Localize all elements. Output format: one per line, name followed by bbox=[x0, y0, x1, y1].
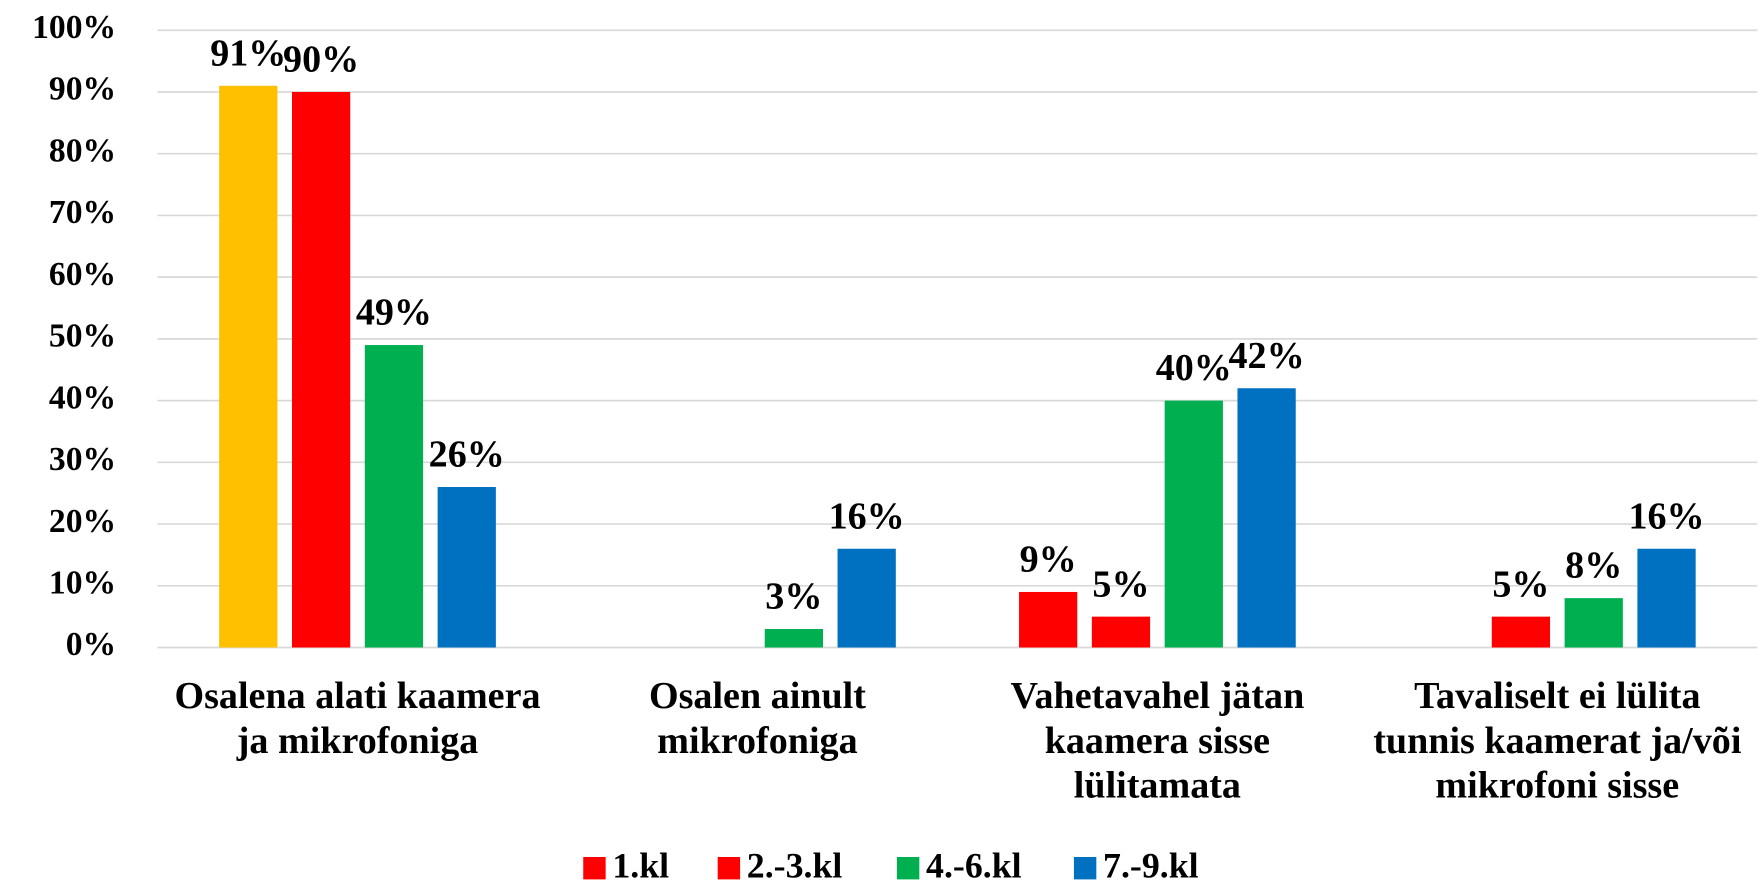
data-label: 9% bbox=[1020, 539, 1077, 581]
data-label: 5% bbox=[1492, 563, 1549, 605]
data-label: 49% bbox=[356, 292, 432, 334]
x-tick-label: Tavaliselt ei lülita tunnis kaamerat ja/… bbox=[1373, 675, 1742, 807]
data-label: 16% bbox=[829, 495, 905, 537]
legend-label: 7.-9.kl bbox=[1103, 846, 1199, 885]
legend-swatch bbox=[717, 856, 741, 880]
y-tick-label: 70% bbox=[49, 194, 116, 231]
y-tick-label: 30% bbox=[49, 441, 116, 478]
x-tick-label-box: Vahetavahel jätan kaamera sisse lülitama… bbox=[1010, 675, 1305, 807]
y-tick-label: 50% bbox=[49, 318, 116, 355]
bar bbox=[1019, 591, 1078, 648]
y-tick-label: 40% bbox=[49, 379, 116, 416]
data-label: 3% bbox=[765, 576, 822, 618]
y-tick-label: 80% bbox=[49, 132, 116, 169]
data-label: 40% bbox=[1156, 347, 1232, 389]
y-tick-label: 20% bbox=[49, 503, 116, 540]
legend-label: 1.kl bbox=[612, 846, 669, 885]
bar bbox=[437, 487, 496, 648]
data-label: 26% bbox=[429, 434, 505, 476]
legend-label: 2.-3.kl bbox=[747, 846, 843, 885]
data-label: 5% bbox=[1092, 563, 1149, 605]
data-label: 91% bbox=[210, 32, 286, 74]
bar bbox=[764, 628, 823, 648]
bar bbox=[219, 85, 278, 648]
bar bbox=[837, 548, 896, 648]
y-tick-label: 60% bbox=[49, 256, 116, 293]
legend-label: 4.-6.kl bbox=[926, 846, 1022, 885]
x-tick-label: Vahetavahel jätan kaamera sisse lülitama… bbox=[1010, 675, 1305, 807]
x-tick-label-box: Osalena alati kaamera ja mikrofoniga bbox=[174, 675, 541, 762]
data-label: 42% bbox=[1229, 335, 1305, 377]
bar bbox=[1564, 598, 1623, 648]
legend-swatch bbox=[1073, 856, 1097, 880]
y-tick-label: 90% bbox=[49, 71, 116, 108]
data-label: 8% bbox=[1565, 545, 1622, 587]
bar bbox=[291, 91, 351, 648]
bar bbox=[1491, 616, 1551, 648]
x-tick-label: Osalena alati kaamera ja mikrofoniga bbox=[174, 675, 541, 762]
y-tick-label: 0% bbox=[66, 626, 116, 663]
legend-swatch bbox=[583, 856, 606, 880]
y-tick-label: 100% bbox=[32, 9, 116, 46]
legend-swatch bbox=[896, 856, 920, 880]
bar bbox=[1637, 548, 1696, 648]
bar bbox=[1091, 616, 1151, 648]
bar bbox=[1164, 400, 1223, 648]
bar bbox=[1237, 388, 1296, 648]
x-tick-label: Osalen ainult mikrofoniga bbox=[648, 675, 866, 762]
bar bbox=[364, 345, 424, 648]
x-tick-label-box: Osalen ainult mikrofoniga bbox=[648, 675, 866, 762]
y-tick-label: 10% bbox=[49, 564, 116, 601]
data-label: 90% bbox=[283, 39, 359, 81]
data-label: 16% bbox=[1628, 495, 1704, 537]
x-tick-label-box: Tavaliselt ei lülita tunnis kaamerat ja/… bbox=[1373, 675, 1742, 807]
